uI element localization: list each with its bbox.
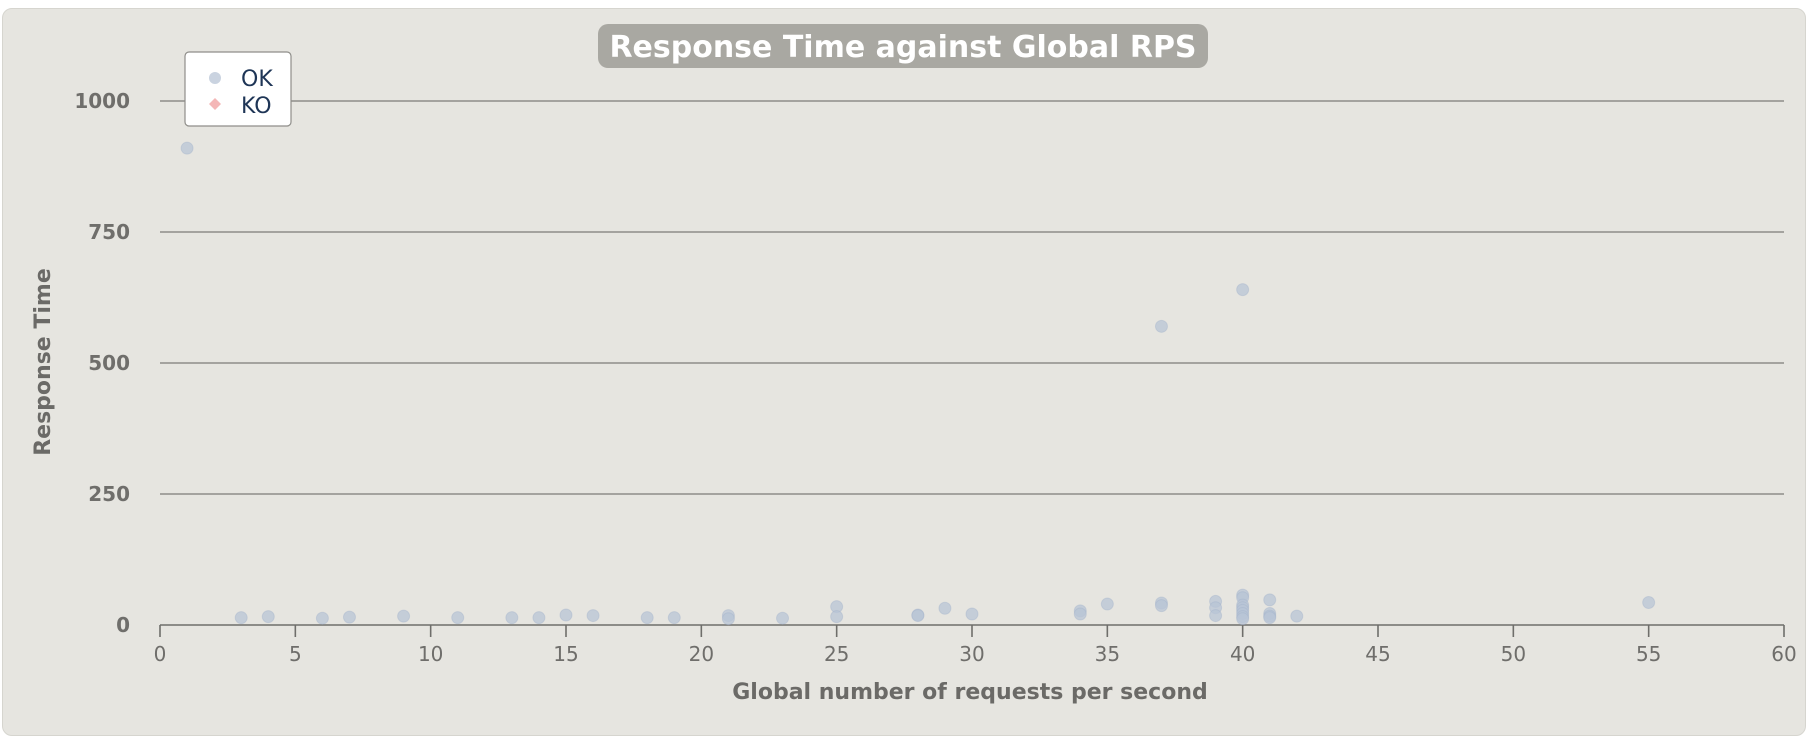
data-point-ok[interactable]	[451, 611, 465, 625]
data-point-ok[interactable]	[1154, 319, 1168, 333]
data-point-ok[interactable]	[559, 608, 573, 622]
data-point-ok[interactable]	[315, 611, 329, 625]
y-tick-label: 500	[88, 351, 130, 375]
y-tick-label: 250	[88, 482, 130, 506]
y-tick-label: 0	[116, 613, 130, 637]
x-axis: 0 5 10 15 20 25 30 35 40 45 50 55 60	[154, 624, 1797, 666]
data-point-ok[interactable]	[342, 610, 356, 624]
x-tick-label: 10	[418, 642, 443, 666]
x-tick-label: 15	[553, 642, 578, 666]
chart-panel	[2, 8, 1806, 736]
chart-title: Response Time against Global RPS	[598, 24, 1208, 68]
x-tick-label: 20	[689, 642, 714, 666]
data-point-ok[interactable]	[667, 611, 681, 625]
data-point-ok[interactable]	[938, 601, 952, 615]
data-point-ok[interactable]	[1263, 611, 1277, 625]
x-tick-label: 40	[1230, 642, 1255, 666]
data-point-ok[interactable]	[911, 609, 925, 623]
data-point-ok[interactable]	[776, 611, 790, 625]
legend[interactable]: OK KO	[184, 51, 292, 127]
x-axis-title: Global number of requests per second	[732, 680, 1208, 705]
data-point-ok[interactable]	[1236, 612, 1250, 626]
data-point-ok[interactable]	[1642, 595, 1656, 609]
data-point-ok[interactable]	[965, 607, 979, 621]
y-axis-title: Response Time	[31, 268, 56, 456]
data-point-ok[interactable]	[397, 609, 411, 623]
data-point-ok[interactable]	[1236, 283, 1250, 297]
data-point-ok[interactable]	[1290, 609, 1304, 623]
x-tick-label: 25	[824, 642, 849, 666]
data-point-ok[interactable]	[1263, 593, 1277, 607]
data-point-ok[interactable]	[1209, 609, 1223, 623]
x-tick-label: 50	[1501, 642, 1526, 666]
x-tick-label: 0	[154, 642, 167, 666]
chart-title-text: Response Time against Global RPS	[609, 30, 1196, 65]
y-tick-label: 1000	[74, 89, 130, 113]
data-point-ok[interactable]	[505, 611, 519, 625]
data-point-ok[interactable]	[234, 611, 248, 625]
grid-lines	[160, 100, 1784, 495]
data-point-ok[interactable]	[1100, 597, 1114, 611]
chart-title-background	[598, 24, 1208, 68]
data-point-ok[interactable]	[1154, 599, 1168, 613]
x-tick-label: 35	[1095, 642, 1120, 666]
legend-ok-marker	[209, 72, 221, 84]
data-point-ok[interactable]	[261, 610, 275, 624]
legend-ko-marker	[209, 98, 221, 110]
x-tick-label: 55	[1636, 642, 1661, 666]
legend-item-ok[interactable]: OK	[241, 67, 273, 92]
legend-item-ko[interactable]: KO	[241, 94, 272, 119]
data-point-ok[interactable]	[180, 141, 194, 155]
legend-box	[184, 51, 292, 127]
x-tick-label: 5	[289, 642, 302, 666]
data-points[interactable]	[180, 141, 1656, 626]
data-point-ok[interactable]	[640, 611, 654, 625]
data-point-ok[interactable]	[586, 609, 600, 623]
data-point-ok[interactable]	[721, 612, 735, 626]
x-tick-label: 60	[1771, 642, 1796, 666]
x-tick-label: 30	[959, 642, 984, 666]
data-point-ok[interactable]	[532, 611, 546, 625]
y-tick-label: 750	[88, 220, 130, 244]
x-tick-label: 45	[1365, 642, 1390, 666]
data-point-ok[interactable]	[1073, 607, 1087, 621]
y-axis-tick-labels: 0 250 500 750 1000	[74, 89, 130, 637]
data-point-ok[interactable]	[830, 610, 844, 624]
